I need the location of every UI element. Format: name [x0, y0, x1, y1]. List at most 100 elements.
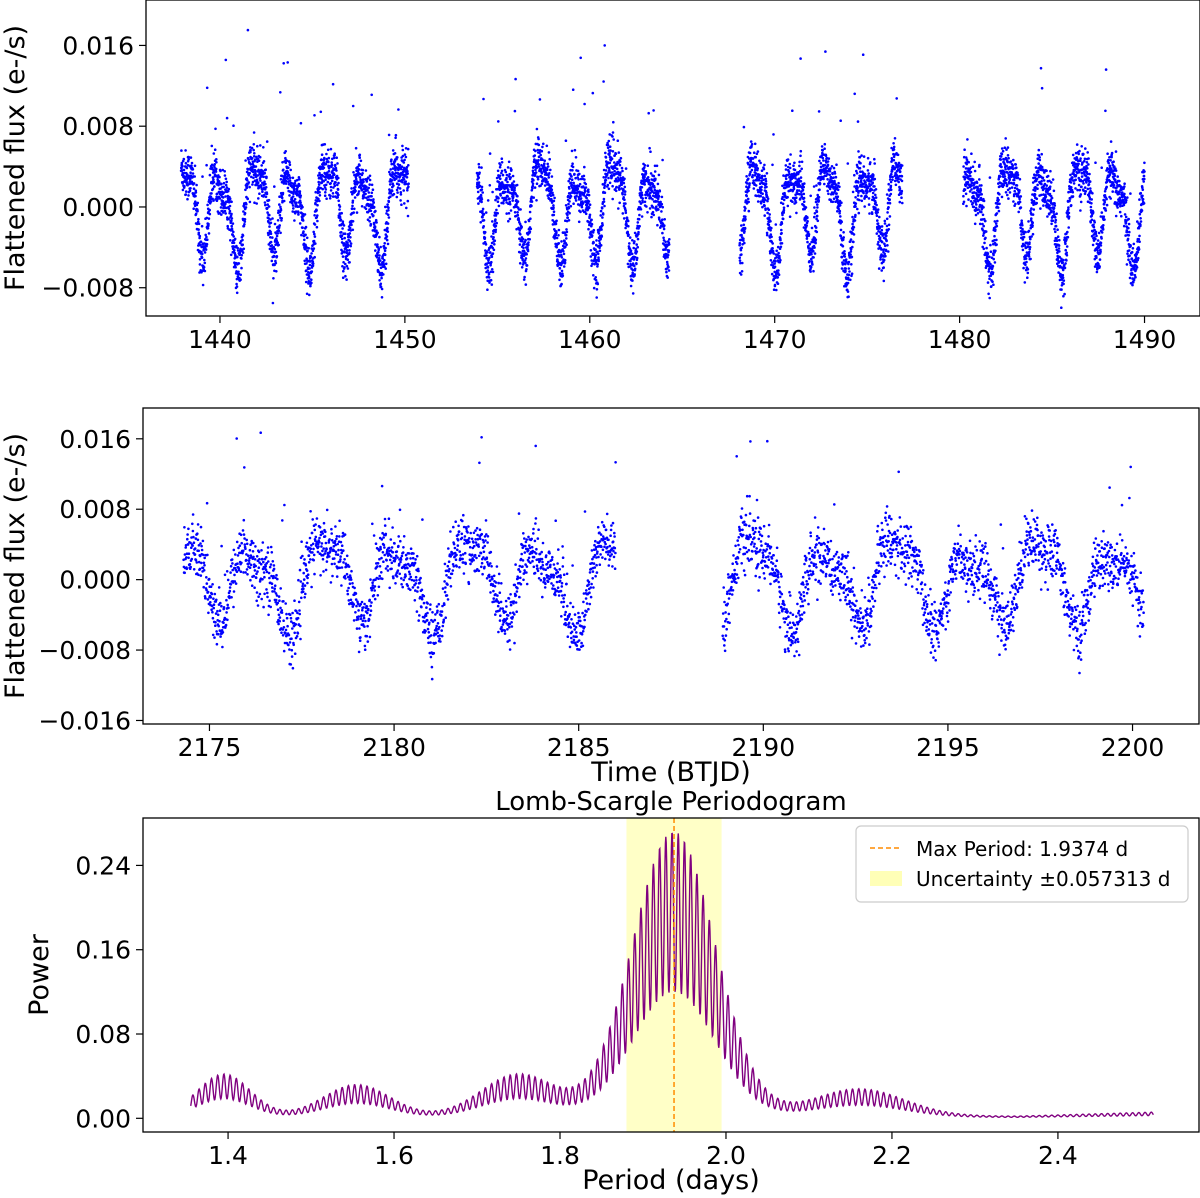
- lightcurve-1-point: [337, 199, 341, 203]
- lightcurve-1-point: [329, 147, 333, 151]
- lightcurve-1-point: [185, 166, 189, 170]
- lightcurve-1-point: [600, 207, 604, 210]
- lightcurve-1-point: [889, 184, 893, 188]
- lightcurve-1-point: [252, 143, 256, 146]
- lightcurve-1-point: [590, 234, 594, 237]
- lightcurve-1-point: [582, 174, 586, 178]
- lightcurve-1-point: [292, 192, 295, 195]
- lightcurve-1-point: [223, 170, 226, 173]
- lightcurve-1-point: [346, 249, 349, 252]
- lightcurve-1-point: [1035, 197, 1039, 201]
- lightcurve-1-point: [244, 206, 248, 209]
- lightcurve-1-point: [266, 211, 269, 214]
- lightcurve-1-point: [565, 243, 568, 246]
- lightcurve-1-point: [364, 169, 368, 172]
- lightcurve-1-point: [208, 212, 212, 216]
- lightcurve-1-point: [885, 217, 889, 221]
- lightcurve-1-point: [244, 188, 247, 192]
- lightcurve-1-point: [204, 248, 208, 251]
- lightcurve-1-point: [226, 224, 229, 228]
- lightcurve-1-point: [369, 198, 373, 202]
- lightcurve-1-point: [651, 206, 655, 209]
- lightcurve-1-point: [502, 202, 505, 205]
- lightcurve-1-point: [661, 158, 664, 162]
- lightcurve-1-point: [863, 172, 867, 176]
- lightcurve-1-point: [540, 149, 544, 153]
- lightcurve-1-point: [280, 219, 283, 222]
- lightcurve-1-point: [292, 207, 295, 210]
- lightcurve-1-point: [351, 228, 355, 232]
- lightcurve-1-point: [773, 265, 777, 269]
- lightcurve-1-point: [369, 222, 373, 226]
- lightcurve-1-point: [537, 159, 540, 162]
- lightcurve-1-point: [185, 181, 189, 184]
- lightcurve-1-point: [477, 162, 481, 166]
- lightcurve-1-point: [236, 246, 239, 250]
- lightcurve-1-point: [1028, 241, 1031, 244]
- lightcurve-1-point: [384, 205, 387, 209]
- lightcurve-1-point: [207, 217, 211, 220]
- lightcurve-1-point: [197, 228, 200, 231]
- lightcurve-1-point: [248, 171, 251, 175]
- lightcurve-1-point: [844, 269, 847, 273]
- lightcurve-1-point: [351, 104, 355, 108]
- lightcurve-1-point: [779, 238, 782, 242]
- lightcurve-1-point: [195, 203, 199, 207]
- lightcurve-1-point: [760, 185, 763, 189]
- lightcurve-1-point: [518, 262, 522, 265]
- lightcurve-1-point: [561, 274, 565, 278]
- lightcurve-1-point: [1006, 193, 1009, 197]
- lightcurve-1-point: [969, 166, 972, 170]
- lightcurve-1-point: [500, 161, 504, 164]
- lightcurve-1-point: [245, 186, 249, 190]
- lightcurve-1-point: [608, 181, 612, 185]
- lightcurve-1-point: [657, 195, 661, 198]
- lightcurve-1-point: [246, 197, 249, 201]
- lightcurve-1-point: [850, 272, 854, 276]
- lightcurve-1-point: [640, 215, 644, 218]
- lightcurve-1-point: [233, 249, 236, 252]
- lightcurve-1-point: [325, 197, 328, 200]
- lightcurve-1-point: [304, 280, 308, 284]
- lightcurve-1-point: [308, 260, 312, 263]
- lightcurve-1-point: [316, 203, 319, 207]
- lightcurve-1-point: [805, 237, 809, 240]
- lightcurve-1-point: [510, 168, 513, 172]
- lightcurve-1-point: [336, 183, 339, 187]
- lightcurve-1-point: [621, 212, 625, 215]
- lightcurve-1-point: [568, 200, 571, 203]
- lightcurve-1-point: [257, 168, 260, 172]
- lightcurve-1-point: [396, 156, 399, 159]
- lightcurve-1-point: [374, 209, 377, 213]
- lightcurve-1-point: [267, 198, 271, 202]
- lightcurve-1-point: [847, 273, 851, 277]
- lightcurve-1-point: [275, 270, 278, 273]
- lightcurve-1-point: [744, 207, 747, 210]
- lightcurve-1-point: [370, 93, 374, 97]
- lightcurve-1-point: [982, 206, 985, 209]
- lightcurve-1-point: [548, 172, 551, 175]
- lightcurve-1-point: [286, 177, 290, 180]
- lightcurve-1-point: [298, 192, 302, 195]
- lightcurve-1-point: [607, 176, 610, 180]
- lightcurve-1-point: [351, 199, 355, 203]
- lightcurve-1-point: [565, 228, 568, 231]
- lightcurve-1-point: [764, 198, 767, 202]
- lightcurve-1-point: [218, 175, 221, 179]
- lightcurve-1-point: [483, 236, 487, 240]
- lightcurve-1-point: [243, 220, 247, 223]
- lightcurve-1-point: [842, 231, 845, 234]
- lightcurve-1-point: [821, 156, 825, 160]
- lightcurve-1-point: [743, 229, 746, 233]
- lightcurve-1-point: [199, 240, 203, 243]
- lightcurve-1-point: [882, 279, 886, 283]
- lightcurve-1-point: [296, 190, 300, 193]
- lightcurve-1-point: [982, 234, 985, 237]
- lightcurve-1-point: [390, 189, 394, 193]
- lightcurve-1-point: [1037, 148, 1041, 152]
- lightcurve-1-point: [1021, 227, 1024, 231]
- lightcurve-1-point: [868, 212, 871, 215]
- lightcurve-1-point: [591, 231, 595, 234]
- lightcurve-1-point: [980, 210, 983, 214]
- lightcurve-1-point: [882, 266, 885, 269]
